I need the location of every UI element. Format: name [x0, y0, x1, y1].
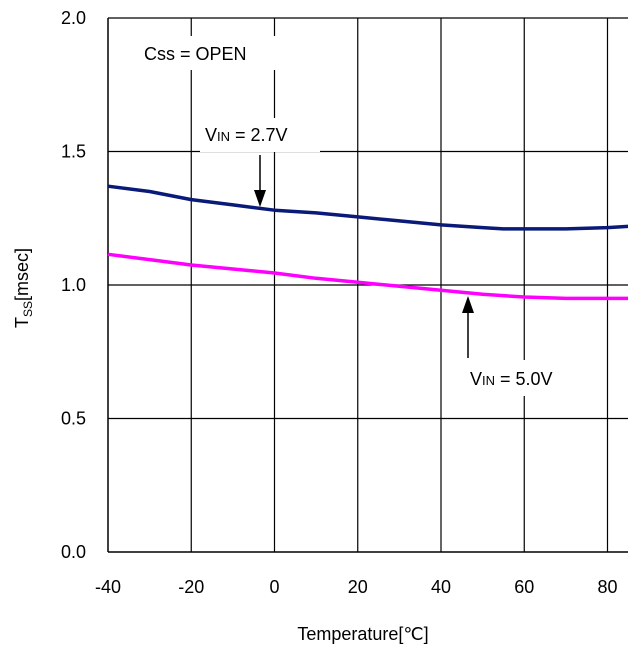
x-tick-label-5: 60 — [514, 577, 534, 597]
y-tick-label-1: 0.5 — [61, 409, 86, 429]
x-tick-label-1: -20 — [178, 577, 204, 597]
x-tick-label-6: 80 — [597, 577, 617, 597]
x-tick-label-4: 40 — [431, 577, 451, 597]
vin-2-7v-label: VIN = 2.7V — [205, 125, 288, 145]
x-axis-title: Temperature[℃] — [297, 624, 428, 644]
series-line-1 — [107, 252, 628, 301]
tick-labels: 0.0 0.5 1.0 1.5 2.0 -40 -20 0 20 40 60 80 — [61, 8, 618, 597]
x-tick-label-3: 20 — [348, 577, 368, 597]
y-tick-label-0: 0.0 — [61, 542, 86, 562]
condition-label-background — [134, 36, 284, 70]
vin-5-0v-label: VIN = 5.0V — [470, 369, 553, 389]
y-tick-label-3: 1.5 — [61, 142, 86, 162]
condition-label: Css = OPEN — [144, 44, 247, 64]
grid — [107, 17, 628, 553]
axis-titles: Temperature[℃] TSS[msec] — [12, 248, 429, 644]
x-tick-label-2: 0 — [269, 577, 279, 597]
y-tick-label-2: 1.0 — [61, 275, 86, 295]
vin-2-7v-arrowhead — [254, 190, 266, 207]
vin-5-0v-label-background — [460, 360, 582, 396]
series-line-0 — [107, 184, 628, 231]
x-tick-label-0: -40 — [95, 577, 121, 597]
annotations: Css = OPEN VIN = 2.7V VIN = 5.0V — [134, 36, 582, 396]
vin-5-0v-arrowhead — [462, 296, 474, 313]
vin-2-7v-label-background — [200, 118, 320, 152]
y-tick-label-4: 2.0 — [61, 8, 86, 28]
y-axis-title: TSS[msec] — [12, 248, 35, 328]
series-lines — [107, 184, 628, 301]
